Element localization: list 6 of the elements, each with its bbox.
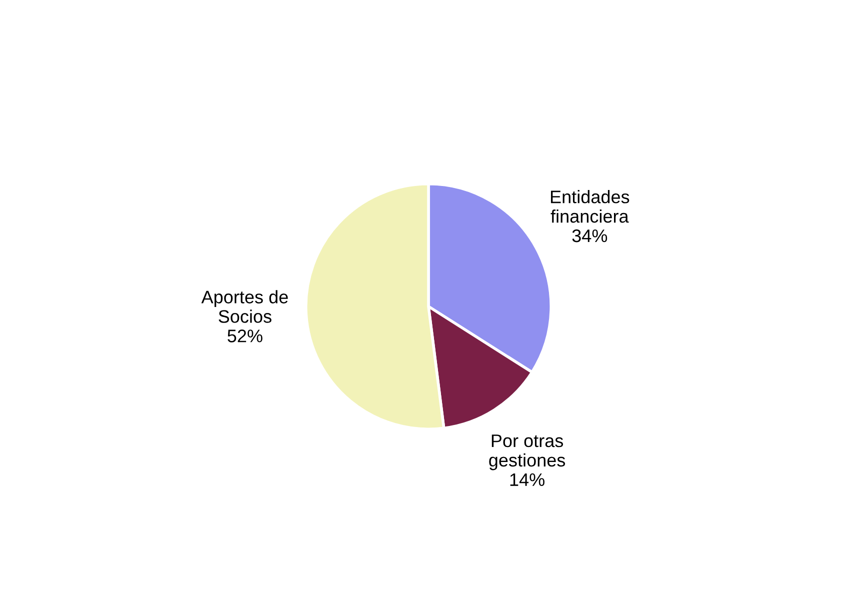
slice-label: Aportes de Socios — [201, 290, 288, 323]
slice-label: Por otras gestiones — [489, 434, 566, 470]
slice-label: Entidades financiera — [550, 190, 630, 223]
data-label: 34% — [572, 229, 608, 242]
data-label: 52% — [228, 330, 262, 342]
data-label: 14% — [510, 473, 544, 486]
